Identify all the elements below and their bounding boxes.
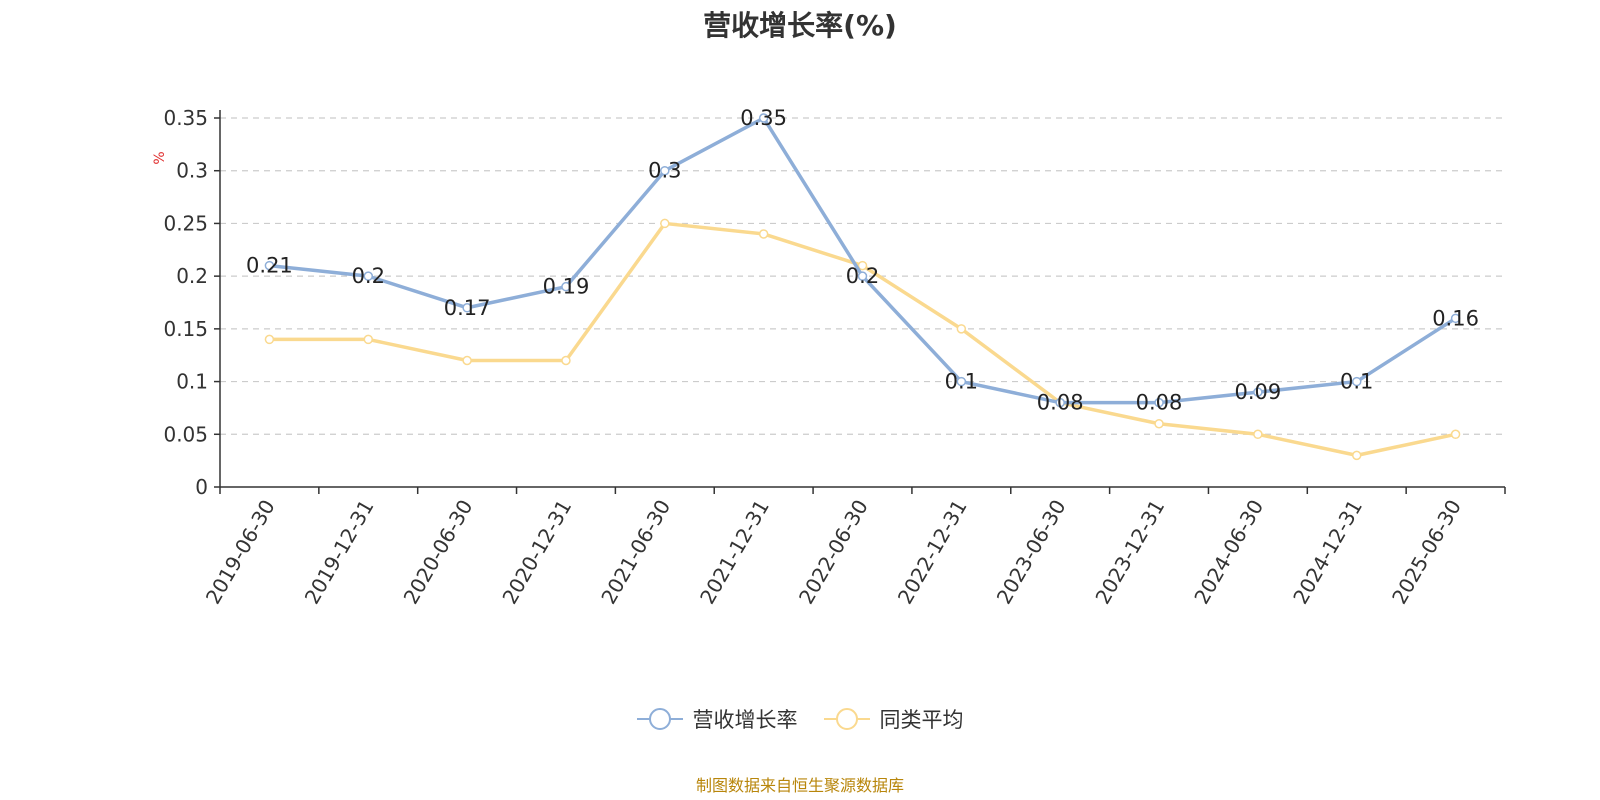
series-layer bbox=[264, 113, 1461, 461]
data-point bbox=[857, 260, 868, 271]
x-tick-label: 2024-12-31 bbox=[1288, 496, 1367, 609]
y-axis-label: % bbox=[152, 151, 168, 164]
x-tick-label: 2022-06-30 bbox=[794, 496, 873, 609]
x-tick-label: 2019-06-30 bbox=[201, 496, 280, 609]
data-label: 0.1 bbox=[945, 370, 978, 394]
data-label: 0.09 bbox=[1235, 380, 1282, 404]
data-label: 0.08 bbox=[1136, 391, 1183, 415]
legend-label: 同类平均 bbox=[879, 708, 964, 732]
legend-line-circle-icon bbox=[823, 708, 870, 730]
data-label: 0.21 bbox=[246, 254, 293, 278]
data-labels: 0.21 0.2 0.17 0.19 0.3 0.35 0.2 0.1 0.08 0.08 0.09… bbox=[246, 106, 1479, 415]
y-tick-label: 0.05 bbox=[163, 422, 208, 446]
data-label: 0.2 bbox=[352, 264, 385, 288]
x-tick-label: 2020-06-30 bbox=[399, 496, 478, 609]
data-point bbox=[561, 281, 571, 292]
data-point bbox=[758, 113, 769, 123]
x-tick-label: 2021-12-31 bbox=[695, 496, 774, 609]
grid-lines bbox=[220, 117, 1505, 435]
data-point bbox=[1154, 418, 1164, 429]
y-tick-label: 0.15 bbox=[163, 317, 208, 341]
data-point bbox=[363, 271, 374, 281]
data-label: 0.35 bbox=[740, 106, 787, 130]
x-tick-label: 2020-12-31 bbox=[497, 496, 576, 609]
data-point bbox=[561, 355, 571, 366]
x-tick-label: 2019-12-31 bbox=[300, 496, 379, 609]
line-chart: 0 0.05 0.1 0.15 0.2 0.25 0.3 0.35% 2019-06-30 201… bbox=[152, 106, 1506, 609]
series-line bbox=[269, 221, 1456, 458]
x-tick-label: 2021-06-30 bbox=[596, 496, 675, 609]
legend: 营收增长率 同类平均 bbox=[0, 704, 1600, 734]
y-tick-label: 0.2 bbox=[176, 264, 208, 288]
data-point bbox=[660, 218, 670, 229]
data-point bbox=[1351, 450, 1362, 461]
x-tick-label: 2023-06-30 bbox=[992, 496, 1071, 609]
legend-line-circle-icon bbox=[636, 708, 683, 730]
y-tick-label: 0.25 bbox=[163, 211, 208, 235]
legend-item-peer-average[interactable]: 同类平均 bbox=[823, 704, 964, 734]
series-line bbox=[269, 116, 1457, 405]
data-label: 0.19 bbox=[543, 275, 590, 299]
chart-title: 营收增长率(%) bbox=[703, 9, 897, 42]
data-point bbox=[363, 334, 374, 345]
data-label: 0.3 bbox=[648, 159, 681, 183]
x-tick-label: 2025-06-30 bbox=[1387, 496, 1466, 609]
data-label: 0.1 bbox=[1340, 370, 1373, 394]
y-tick-label: 0 bbox=[195, 475, 208, 499]
data-point bbox=[956, 376, 967, 387]
data-label: 0.16 bbox=[1432, 306, 1479, 330]
data-point bbox=[1253, 429, 1263, 440]
source-note: 制图数据来自恒生聚源数据库 bbox=[695, 776, 904, 795]
data-point bbox=[1055, 397, 1065, 408]
data-point bbox=[1450, 429, 1461, 440]
data-point bbox=[462, 355, 472, 366]
data-point bbox=[1154, 397, 1164, 408]
data-point bbox=[264, 334, 275, 345]
legend-item-revenue-growth[interactable]: 营收增长率 bbox=[636, 704, 798, 734]
data-label: 0.2 bbox=[846, 264, 879, 288]
x-tick-label: 2024-06-30 bbox=[1189, 496, 1268, 609]
data-point bbox=[264, 260, 275, 271]
y-tick-label: 0.35 bbox=[163, 106, 208, 130]
x-tick-label: 2022-12-31 bbox=[893, 496, 972, 609]
data-point bbox=[1253, 387, 1263, 397]
data-point bbox=[857, 271, 868, 281]
data-point bbox=[758, 229, 769, 239]
axes: 0 0.05 0.1 0.15 0.2 0.25 0.3 0.35% 2019-06-30 201… bbox=[152, 106, 1506, 609]
data-point bbox=[1450, 313, 1461, 324]
legend-label: 营收增长率 bbox=[692, 708, 798, 732]
data-point bbox=[956, 324, 967, 334]
data-point bbox=[462, 303, 472, 313]
data-label: 0.08 bbox=[1037, 391, 1084, 415]
x-tick-label: 2023-12-31 bbox=[1090, 496, 1169, 609]
y-tick-label: 0.3 bbox=[176, 159, 208, 183]
data-label: 0.17 bbox=[444, 296, 491, 320]
data-point bbox=[660, 165, 670, 176]
data-point bbox=[1351, 376, 1362, 387]
y-tick-label: 0.1 bbox=[176, 370, 208, 394]
